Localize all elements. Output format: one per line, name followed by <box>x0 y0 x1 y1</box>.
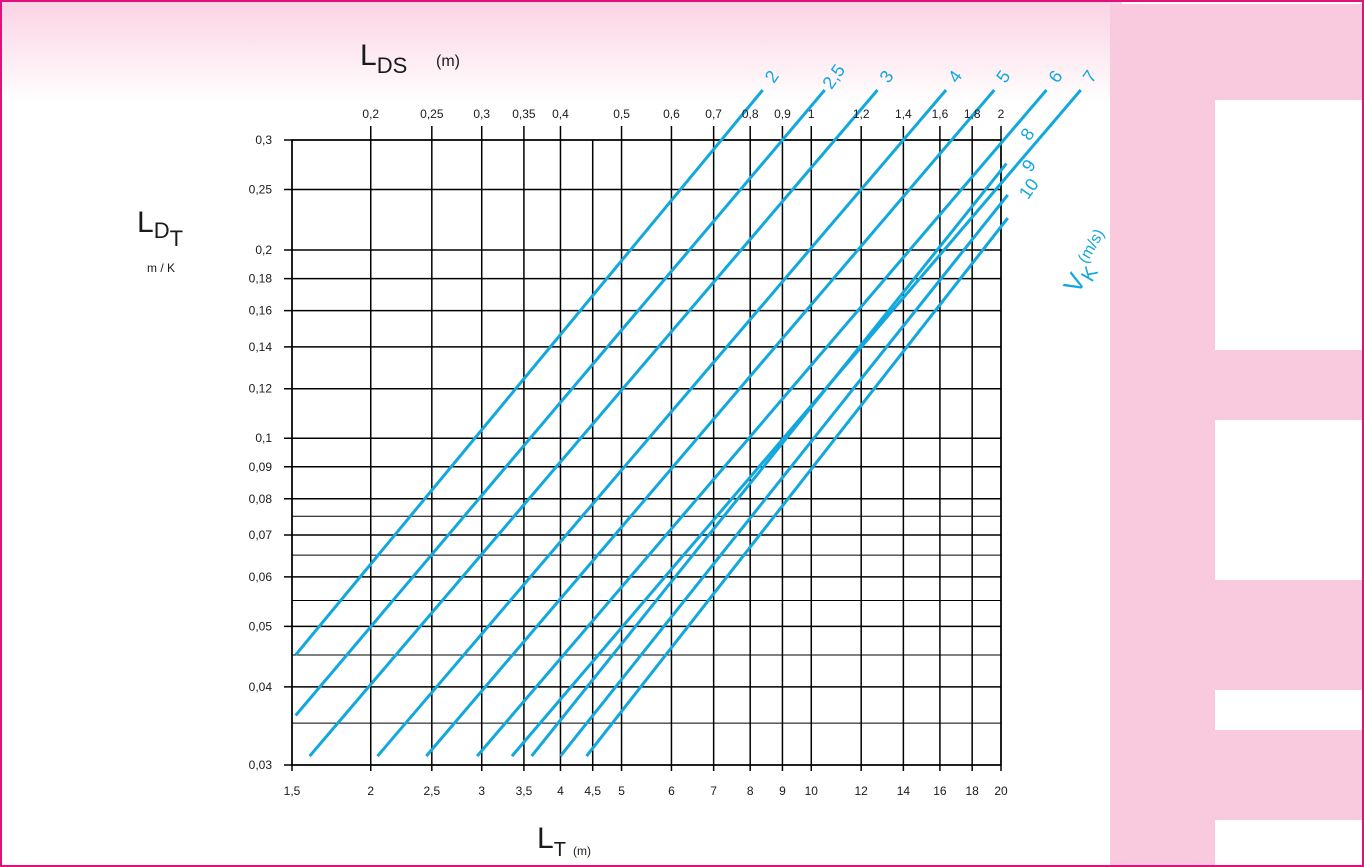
bottom-axis-unit: (m) <box>573 844 591 858</box>
x-tick-label: 2,5 <box>423 784 440 798</box>
top-tick-label: 0,7 <box>705 107 722 121</box>
x-tick-label: 9 <box>779 784 786 798</box>
x-tick-label: 1,5 <box>284 784 301 798</box>
top-tick-label: 0,35 <box>512 107 536 121</box>
series-line-2,5 <box>294 89 826 717</box>
y-tick-label: 0,06 <box>249 570 273 584</box>
top-tick-label: 0,3 <box>473 107 490 121</box>
top-tick-label: 1 <box>808 107 815 121</box>
left-axis-title: LDT <box>137 206 183 251</box>
top-tick-label: 1,2 <box>853 107 870 121</box>
top-tick-label: 0,8 <box>742 107 759 121</box>
y-tick-label: 0,12 <box>249 382 273 396</box>
series-lines <box>294 89 1082 758</box>
grid <box>284 126 1002 771</box>
left-axis-unit: m / K <box>147 261 175 275</box>
series-line-7 <box>510 89 1082 758</box>
decor-slot-3 <box>1215 690 1362 730</box>
y-tick-label: 0,1 <box>255 431 272 445</box>
x-tick-label: 12 <box>854 784 868 798</box>
top-tick-label: 0,4 <box>552 107 569 121</box>
x-tick-label: 6 <box>668 784 675 798</box>
top-tick-label: 0,2 <box>362 107 379 121</box>
series-line-5 <box>425 89 996 758</box>
decor-slot-4 <box>1215 820 1362 865</box>
top-tick-label: 2 <box>998 107 1005 121</box>
series-label-text: 9 <box>1018 156 1040 176</box>
y-tick-label: 0,18 <box>249 272 273 286</box>
top-tick-label: 1,8 <box>964 107 981 121</box>
series-label-9: 9 <box>1018 156 1040 176</box>
decorative-letters <box>1110 4 1362 865</box>
series-line-2 <box>294 89 764 656</box>
decor-slot-1 <box>1215 100 1362 350</box>
series-label-10: 10 <box>1015 175 1043 203</box>
x-tick-label: 14 <box>897 784 911 798</box>
series-label-text: 2,5 <box>818 61 849 93</box>
top-tick-label: 1,6 <box>932 107 949 121</box>
x-tick-label: 18 <box>965 784 979 798</box>
series-label-text: 2 <box>761 67 783 87</box>
series-label-text: 5 <box>992 67 1014 87</box>
x-tick-label: 4 <box>557 784 564 798</box>
y-tick-label: 0,3 <box>255 133 272 147</box>
y-tick-label: 0,08 <box>249 492 273 506</box>
series-label-5: 5 <box>992 67 1014 87</box>
x-tick-label: 5 <box>618 784 625 798</box>
y-tick-label: 0,09 <box>249 460 273 474</box>
y-tick-label: 0,25 <box>249 182 273 196</box>
series-line-4 <box>376 89 948 758</box>
x-tick-label: 16 <box>933 784 947 798</box>
x-tick-label: 3 <box>478 784 485 798</box>
series-label-4: 4 <box>944 67 966 87</box>
top-tick-label: 0,5 <box>613 107 630 121</box>
series-label-3: 3 <box>876 67 898 87</box>
top-tick-label: 1,4 <box>895 107 912 121</box>
series-label-text: 4 <box>944 67 966 87</box>
series-line-8 <box>530 162 1008 758</box>
x-tick-label: 8 <box>747 784 754 798</box>
series-label-text: 7 <box>1079 67 1101 87</box>
series-label-6: 6 <box>1044 67 1066 87</box>
series-label-2,5: 2,5 <box>818 61 849 93</box>
x-tick-label: 3,5 <box>516 784 533 798</box>
y-tick-label: 0,04 <box>249 680 273 694</box>
y-tick-label: 0,16 <box>249 304 273 318</box>
top-tick-label: 0,25 <box>420 107 444 121</box>
series-line-9 <box>559 194 1009 758</box>
y-tick-label: 0,2 <box>255 243 272 257</box>
y-tick-label: 0,07 <box>249 528 273 542</box>
plot-border <box>291 139 1002 766</box>
y-tick-label: 0,14 <box>249 340 273 354</box>
x-tick-label: 20 <box>994 784 1008 798</box>
header-band <box>2 2 1122 102</box>
x-tick-label: 2 <box>367 784 374 798</box>
series-label-text: 10 <box>1015 175 1043 203</box>
series-line-3 <box>308 89 879 758</box>
tick-labels: 1,5 2 2,5 3 3,5 4 4,5 5 6 7 8 9 10 12 14 16 18 200,2 0,25 0… <box>249 107 1008 798</box>
series-line-6 <box>475 89 1048 758</box>
top-axis-unit: (m) <box>436 53 460 70</box>
x-tick-label: 7 <box>710 784 717 798</box>
bottom-axis-title: LT <box>537 822 566 861</box>
series-label-7: 7 <box>1079 67 1101 87</box>
x-tick-label: 10 <box>805 784 819 798</box>
top-tick-label: 0,9 <box>774 107 791 121</box>
series-label-2: 2 <box>761 67 783 87</box>
top-tick-label: 0,6 <box>663 107 680 121</box>
series-label-text: 6 <box>1044 67 1066 87</box>
y-tick-label: 0,03 <box>249 758 273 772</box>
series-line-10 <box>585 217 1009 758</box>
series-label-text: 3 <box>876 67 898 87</box>
y-tick-label: 0,05 <box>249 619 273 633</box>
top-axis-title: LDS <box>360 39 407 78</box>
x-tick-label: 4,5 <box>584 784 601 798</box>
decor-slot-2 <box>1215 420 1362 580</box>
